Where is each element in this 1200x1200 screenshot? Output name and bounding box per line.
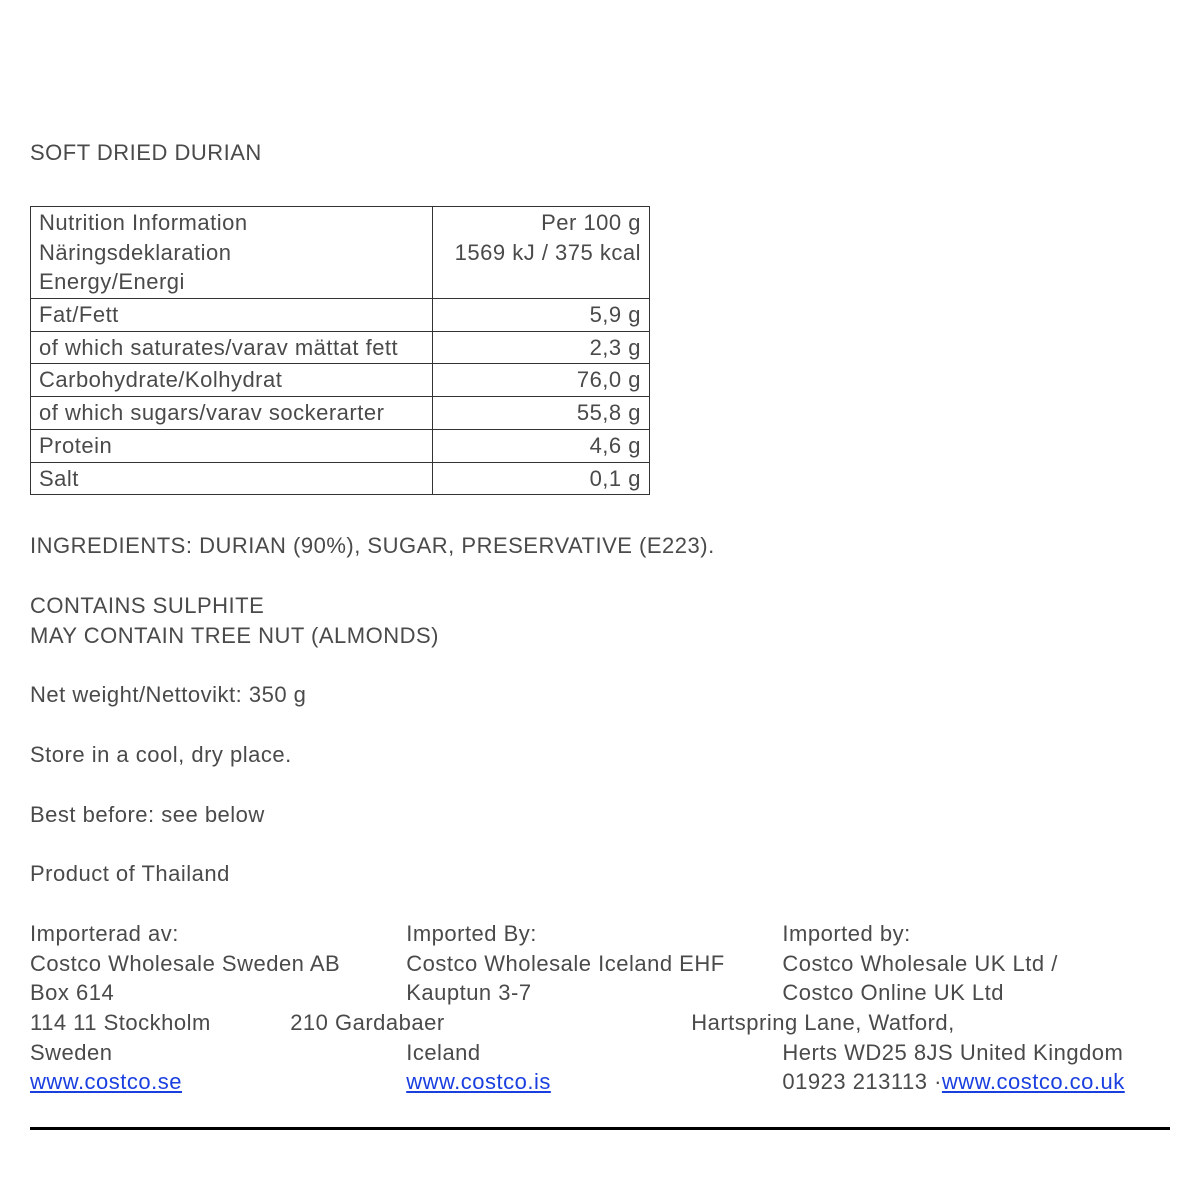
importer-phone: 01923 213113 · [782,1067,942,1097]
nutri-value: 55,8 g [432,397,649,430]
table-row: Fat/Fett 5,9 g [31,299,650,332]
ingredients-text: INGREDIENTS: DURIAN (90%), SUGAR, PRESER… [30,531,1170,561]
nutri-value: 2,3 g [432,331,649,364]
nutri-label: Protein [31,429,433,462]
allergen-line: MAY CONTAIN TREE NUT (ALMONDS) [30,621,1170,651]
importer-link-cell: 01923 213113 · www.costco.co.uk [782,1067,1170,1097]
importer-text: Costco Online UK Ltd [782,978,1170,1008]
table-row: Nutrition Information Näringsdeklaration… [31,207,650,299]
table-row: Carbohydrate/Kolhydrat 76,0 g [31,364,650,397]
divider-line [30,1127,1170,1130]
nutri-value: 5,9 g [432,299,649,332]
importer-label: Imported By: [406,919,782,949]
costco-is-link[interactable]: www.costco.is [406,1069,551,1094]
allergen-block: CONTAINS SULPHITE MAY CONTAIN TREE NUT (… [30,591,1170,650]
nutri-label: Fat/Fett [31,299,433,332]
table-row: Protein 4,6 g [31,429,650,462]
nutri-header-line: Per 100 g [441,208,641,238]
importer-text: Box 614 [30,978,406,1008]
nutri-header-line: Näringsdeklaration [39,238,424,268]
importer-text: Kauptun 3-7 [406,978,782,1008]
best-before-text: Best before: see below [30,800,1170,830]
nutrition-header-left: Nutrition Information Näringsdeklaration… [31,207,433,299]
allergen-line: CONTAINS SULPHITE [30,591,1170,621]
nutri-value: 0,1 g [432,462,649,495]
importer-text: Iceland [406,1038,782,1068]
origin-text: Product of Thailand [30,859,1170,889]
nutri-label: of which saturates/varav mättat fett [31,331,433,364]
importer-text: Costco Wholesale Sweden AB [30,949,406,979]
nutri-header-line: Nutrition Information [39,208,424,238]
importer-label: Imported by: [782,919,1170,949]
product-title: SOFT DRIED DURIAN [30,140,1170,166]
importer-text: Costco Wholesale Iceland EHF [406,949,782,979]
importer-text: Herts WD25 8JS United Kingdom [782,1038,1170,1068]
table-row: of which sugars/varav sockerarter 55,8 g [31,397,650,430]
costco-se-link[interactable]: www.costco.se [30,1069,182,1094]
nutrition-table: Nutrition Information Näringsdeklaration… [30,206,650,495]
importer-text: Sweden [30,1038,406,1068]
storage-text: Store in a cool, dry place. [30,740,1170,770]
table-row: of which saturates/varav mättat fett 2,3… [31,331,650,364]
importer-link-cell: www.costco.se [30,1067,406,1097]
nutrition-header-right: Per 100 g 1569 kJ / 375 kcal [432,207,649,299]
net-weight-text: Net weight/Nettovikt: 350 g [30,680,1170,710]
nutri-header-line: 1569 kJ / 375 kcal [441,238,641,268]
importer-link-cell: www.costco.is [406,1067,782,1097]
importer-text: 114 11 Stockholm 210 Gardabaer [30,1008,691,1038]
table-row: Salt 0,1 g [31,462,650,495]
nutri-value: 76,0 g [432,364,649,397]
nutri-header-line: Energy/Energi [39,267,424,297]
nutri-label: Salt [31,462,433,495]
nutri-label: of which sugars/varav sockerarter [31,397,433,430]
costco-uk-link[interactable]: www.costco.co.uk [942,1069,1125,1094]
importer-text: Costco Wholesale UK Ltd / [782,949,1170,979]
nutri-label: Carbohydrate/Kolhydrat [31,364,433,397]
importers-block: Importerad av: Imported By: Imported by:… [30,919,1170,1097]
nutri-value: 4,6 g [432,429,649,462]
importer-text: Hartspring Lane, Watford, [691,1008,1170,1038]
importer-label: Importerad av: [30,919,406,949]
